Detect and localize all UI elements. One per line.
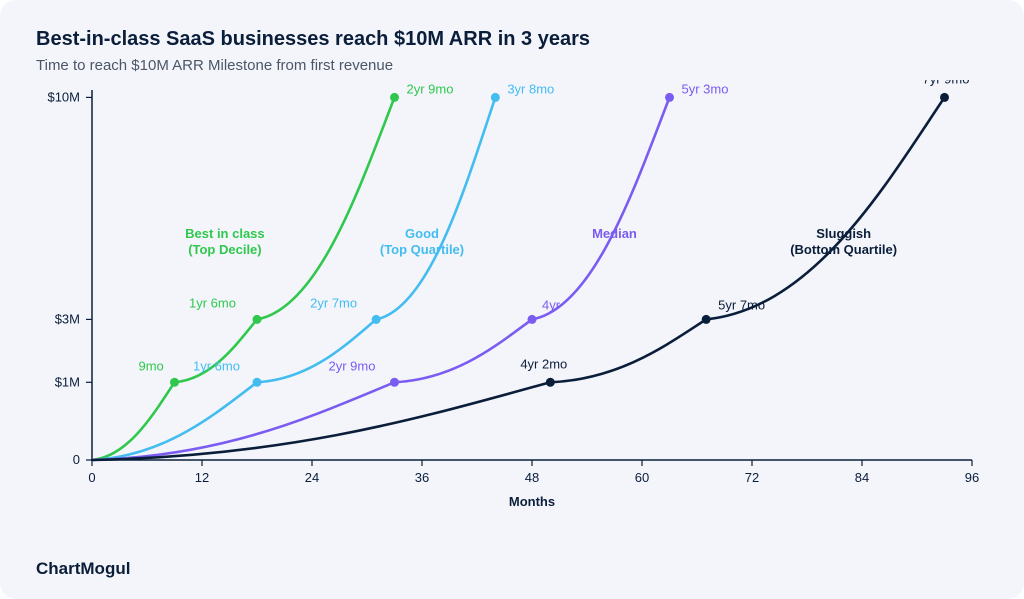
x-axis-label: Months [509, 494, 555, 509]
milestone-label-best_in_class: 9mo [139, 358, 164, 373]
line-chart-svg: 0 12 24 36 48 60 72 84 96 Months 0 $1M $3M $10M 9mo 1yr… [36, 80, 988, 535]
milestone-label-sluggish: 4yr 2mo [520, 356, 567, 371]
milestone-label-median: 4yr [542, 297, 561, 312]
series-name-median: Median [592, 226, 637, 241]
series-marker-best_in_class [253, 315, 262, 324]
chart-subtitle: Time to reach $10M ARR Milestone from fi… [36, 57, 988, 74]
milestone-label-median: 5yr 3mo [682, 81, 729, 96]
series-marker-good [253, 378, 262, 387]
chart-title: Best-in-class SaaS businesses reach $10M… [36, 28, 988, 51]
chart-area: 0 12 24 36 48 60 72 84 96 Months 0 $1M $3M $10M 9mo 1yr… [36, 80, 988, 535]
y-tick-label: $3M [55, 311, 80, 326]
x-tick-label: 12 [195, 470, 209, 485]
x-tick-label: 60 [635, 470, 649, 485]
series-line-good [92, 97, 495, 460]
series-marker-sluggish [702, 315, 711, 324]
series-marker-median [528, 315, 537, 324]
series-name-best_in_class: (Top Decile) [188, 242, 261, 257]
series-name-good: Good [405, 226, 439, 241]
series-marker-good [372, 315, 381, 324]
chart-card: Best-in-class SaaS businesses reach $10M… [0, 0, 1024, 599]
milestone-label-sluggish: 7yr 9mo [923, 80, 970, 86]
series-line-best_in_class [92, 97, 395, 460]
y-tick-label: $10M [47, 89, 80, 104]
series-name-sluggish: Sluggish [816, 226, 871, 241]
milestone-label-sluggish: 5yr 7mo [718, 297, 765, 312]
x-tick-label: 84 [855, 470, 869, 485]
series-name-good: (Top Quartile) [380, 242, 464, 257]
milestone-label-median: 2yr 9mo [329, 358, 376, 373]
series-marker-median [665, 93, 674, 102]
x-tick-label: 0 [88, 470, 95, 485]
y-tick-label: 0 [73, 452, 80, 467]
x-tick-label: 24 [305, 470, 319, 485]
series-marker-median [390, 378, 399, 387]
milestone-label-best_in_class: 2yr 9mo [407, 81, 454, 96]
x-tick-label: 96 [965, 470, 979, 485]
series-name-best_in_class: Best in class [185, 226, 265, 241]
milestone-label-good: 1yr 6mo [193, 358, 240, 373]
milestone-label-good: 3yr 8mo [507, 81, 554, 96]
milestone-label-good: 2yr 7mo [310, 295, 357, 310]
series-marker-sluggish [940, 93, 949, 102]
series-line-sluggish [92, 97, 945, 460]
x-tick-label: 48 [525, 470, 539, 485]
series-marker-good [491, 93, 500, 102]
x-tick-label: 72 [745, 470, 759, 485]
series-line-median [92, 97, 670, 460]
series-marker-best_in_class [170, 378, 179, 387]
x-tick-label: 36 [415, 470, 429, 485]
brand-label: ChartMogul [36, 559, 130, 579]
series-marker-best_in_class [390, 93, 399, 102]
series-name-sluggish: (Bottom Quartile) [790, 242, 897, 257]
y-tick-label: $1M [55, 374, 80, 389]
milestone-label-best_in_class: 1yr 6mo [189, 295, 236, 310]
series-marker-sluggish [546, 378, 555, 387]
